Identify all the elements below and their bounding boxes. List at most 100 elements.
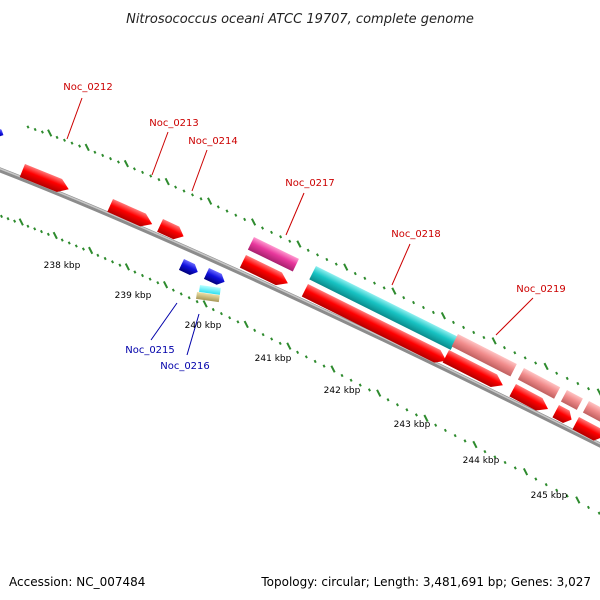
- scale-tick-minor: [6, 217, 10, 221]
- scale-tick-major: [596, 388, 600, 396]
- scale-tick-minor: [386, 398, 390, 402]
- scale-tick-minor: [33, 227, 37, 231]
- gene-red-244b-arrow[interactable]: [552, 405, 574, 426]
- scale-tick-minor: [67, 241, 71, 245]
- scale-tick-minor: [148, 277, 152, 281]
- scale-tick-minor: [190, 193, 195, 197]
- scale-tick-minor: [182, 189, 186, 193]
- scale-label-242: 242 kbp: [324, 386, 361, 396]
- gene-salmon-c-arrow[interactable]: [560, 390, 583, 410]
- gene-salmon-b-arrow[interactable]: [517, 368, 561, 399]
- gene-noc_0213-arrow[interactable]: [107, 199, 155, 230]
- scale-tick-minor: [141, 170, 145, 175]
- scale-tick-minor: [412, 300, 416, 305]
- scale-tick-minor: [587, 387, 591, 391]
- scale-tick-minor: [62, 138, 67, 142]
- gene-red-241-arrow[interactable]: [239, 255, 291, 290]
- rna-feature-tan[interactable]: [196, 292, 220, 303]
- upper-scale-ticks: [26, 125, 600, 396]
- scale-tick-minor: [195, 299, 199, 304]
- scale-tick-major: [472, 440, 478, 449]
- scale-tick-minor: [261, 226, 265, 230]
- scale-tick-major: [391, 287, 397, 295]
- label-noc_0219: Noc_0219: [516, 284, 566, 295]
- gene-noc_0212-arrow[interactable]: [19, 164, 72, 196]
- scale-tick-minor: [278, 341, 282, 346]
- scale-tick-minor: [187, 296, 191, 300]
- gene-noc_0214-arrow[interactable]: [157, 219, 186, 243]
- scale-tick-minor: [431, 310, 435, 315]
- scale-tick-minor: [288, 239, 292, 243]
- scale-tick-major: [88, 246, 94, 255]
- gene-red-243-arrow[interactable]: [442, 350, 506, 392]
- scale-tick-minor: [405, 408, 409, 412]
- scale-tick-minor: [503, 460, 507, 465]
- scale-tick-major: [164, 177, 170, 186]
- scale-tick-minor: [463, 439, 467, 443]
- gene-noc_0219-arrow[interactable]: [451, 334, 517, 377]
- gene-red-242-arrow[interactable]: [301, 284, 450, 367]
- scale-tick-major: [330, 365, 336, 373]
- scale-tick-minor: [109, 157, 113, 161]
- scale-tick-minor: [313, 359, 317, 364]
- scale-tick-minor: [46, 232, 50, 237]
- scale-tick-minor: [555, 371, 559, 375]
- scale-tick-minor: [179, 292, 183, 296]
- scale-tick-minor: [199, 197, 203, 201]
- label-noc_0214: Noc_0214: [188, 136, 238, 147]
- scale-tick-minor: [334, 262, 338, 266]
- scale-tick-minor: [304, 355, 308, 359]
- scale-tick-minor: [544, 482, 548, 487]
- scale-tick-major: [522, 468, 529, 476]
- scale-tick-minor: [219, 311, 223, 316]
- gene-noc_0216-arrow[interactable]: [203, 268, 227, 287]
- scale-tick-minor: [156, 281, 160, 285]
- gene-red-244c-arrow[interactable]: [572, 417, 600, 443]
- scale-tick-minor: [523, 356, 527, 360]
- scale-tick-major: [18, 218, 24, 226]
- label-noc_0213: Noc_0213: [149, 118, 199, 129]
- scale-tick-minor: [322, 364, 326, 368]
- scale-tick-minor: [74, 244, 78, 248]
- rna-feature-cyan[interactable]: [199, 285, 221, 295]
- scale-tick-minor: [116, 160, 120, 164]
- gene-salmon-d-arrow[interactable]: [582, 401, 600, 422]
- scale-tick-minor: [157, 177, 161, 182]
- scale-tick-minor: [140, 273, 144, 278]
- scale-tick-minor: [502, 346, 506, 350]
- label-noc_0217: Noc_0217: [285, 178, 335, 189]
- scale-tick-major: [84, 143, 90, 152]
- scale-tick-minor: [402, 295, 406, 300]
- scale-tick-minor: [349, 378, 353, 382]
- scale-tick-major: [296, 240, 302, 248]
- scale-tick-major: [250, 218, 257, 226]
- scale-tick-minor: [13, 219, 17, 223]
- label-noc_0212: Noc_0212: [63, 82, 113, 93]
- scale-label-241: 241 kbp: [255, 354, 292, 364]
- scale-tick-minor: [133, 270, 137, 274]
- scale-tick-minor: [586, 505, 590, 510]
- scale-tick-minor: [101, 153, 105, 158]
- label-leader-lines-red: [66, 97, 534, 336]
- scale-tick-minor: [382, 286, 386, 290]
- scale-tick-minor: [149, 174, 153, 178]
- scale-tick-minor: [421, 305, 425, 310]
- scale-tick-minor: [483, 449, 487, 454]
- scale-label-238: 238 kbp: [44, 261, 81, 271]
- scale-tick-minor: [234, 213, 238, 217]
- scale-tick-major: [47, 129, 53, 137]
- scale-label-243: 243 kbp: [394, 420, 431, 430]
- scale-tick-major: [52, 231, 58, 240]
- gene-noc_0217-arrow[interactable]: [247, 237, 299, 272]
- scale-label-239: 239 kbp: [115, 291, 152, 301]
- gene-feature-blue-edge[interactable]: [0, 128, 5, 139]
- scale-tick-minor: [451, 320, 455, 325]
- scale-tick-minor: [103, 256, 107, 261]
- scale-tick-major: [440, 311, 446, 320]
- scale-tick-minor: [243, 217, 247, 222]
- scale-tick-major: [123, 159, 129, 168]
- scale-tick-minor: [493, 455, 497, 459]
- gene-red-244a-arrow[interactable]: [509, 384, 551, 415]
- gene-noc_0215-arrow[interactable]: [178, 259, 200, 277]
- gene-noc_0218-arrow[interactable]: [309, 266, 458, 350]
